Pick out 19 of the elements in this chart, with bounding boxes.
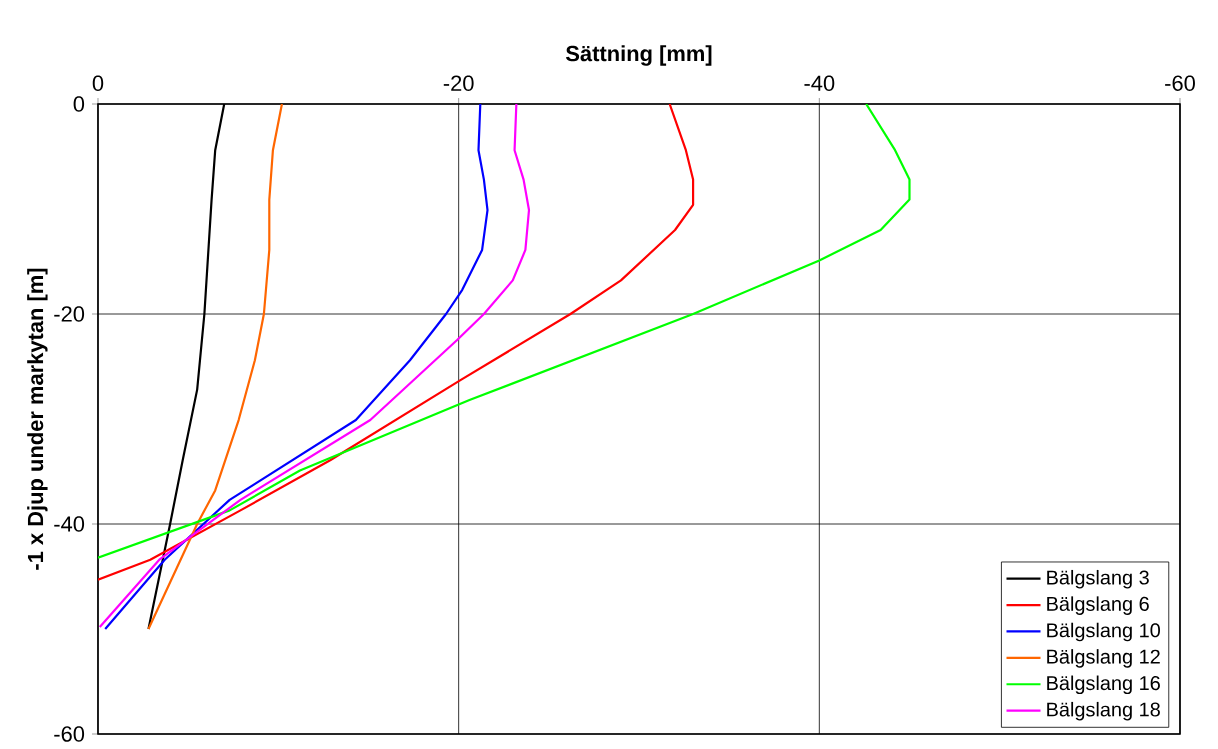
legend-label: Bälgslang 3 xyxy=(1047,569,1149,589)
legend-label: Bälgslang 12 xyxy=(1047,649,1160,668)
y-tick-label: -20 xyxy=(54,306,85,322)
legend-label: Bälgslang 16 xyxy=(1047,675,1160,695)
y-tick-label: -60 xyxy=(54,726,85,742)
line-series xyxy=(147,104,284,631)
x-tick-label: 0 xyxy=(92,75,104,91)
legend-label: Bälgslang 10 xyxy=(1047,622,1160,642)
y-axis-title: -1 x Djup under markytan [m] xyxy=(27,268,48,570)
x-tick-label: -20 xyxy=(443,75,474,91)
x-tick-label: -60 xyxy=(1165,75,1195,91)
line-series xyxy=(97,104,911,559)
line-series xyxy=(97,104,695,581)
legend-label: Bälgslang 6 xyxy=(1047,596,1149,615)
x-tick-label: -40 xyxy=(804,75,835,91)
y-tick-label: -40 xyxy=(54,516,85,532)
x-axis-title: Sättning [mm] xyxy=(565,45,712,66)
legend-label: Bälgslang 18 xyxy=(1047,701,1160,721)
y-tick-label: 0 xyxy=(73,96,85,112)
